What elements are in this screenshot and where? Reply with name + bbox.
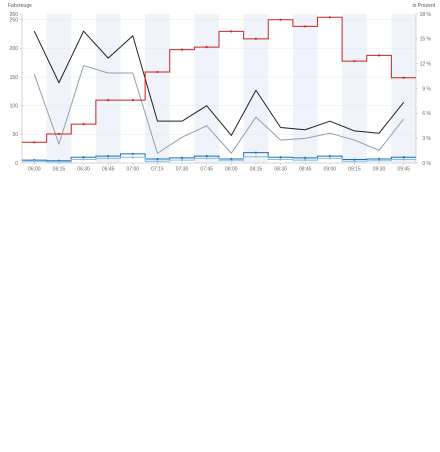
data-point [180,159,184,162]
x-tick-label: 09:45 [397,167,410,173]
data-point [82,156,85,159]
series-line [33,65,405,154]
y-left-tick-label: 100 [10,103,19,109]
data-point [57,160,61,163]
data-point [304,159,307,162]
data-point [156,70,159,74]
data-point [131,98,134,102]
x-tick-label: 09:15 [348,167,361,173]
series-1 [33,30,405,136]
data-point [353,158,356,161]
data-point [57,132,61,136]
data-point [328,16,331,19]
y-axis-right-title: in Prozent [412,3,435,9]
x-tick-label: 07:30 [176,167,189,173]
data-point [82,122,85,126]
data-point [377,159,381,162]
y-left-tick-label: 250 [10,18,19,24]
y-left-tick-label: 260 [10,12,19,18]
data-point [304,156,307,159]
x-tick-label: 06:45 [102,167,115,173]
y-right-tick-label: 6 % [422,111,431,117]
data-point [402,158,405,161]
x-tick-label: 08:15 [250,167,263,173]
y-left-tick-label: 50 [12,132,18,138]
data-point [279,156,282,159]
y-right-tick-label: 15 % [420,37,432,43]
x-tick-label: 07:00 [127,167,140,173]
data-point [180,156,184,159]
background-band [145,14,170,163]
data-point [377,54,381,57]
data-point [402,156,405,159]
background-band [342,14,367,163]
data-point [254,151,258,154]
y-left-tick-label: 0 [15,161,18,167]
data-point [205,157,208,160]
background-band [243,14,269,163]
data-point [131,152,134,155]
y-right-tick-label: 18 % [420,12,432,18]
background-band [95,14,121,163]
series-4 [22,155,416,163]
series-5 [22,16,416,144]
x-tick-label: 08:30 [274,167,287,173]
series-2 [33,65,405,154]
data-point [156,160,159,163]
data-point [33,160,36,163]
y-right-tick-label: 9 % [422,86,431,92]
data-point [279,158,282,161]
y-left-tick-label: 200 [10,46,19,52]
series-line [33,30,405,136]
x-tick-label: 07:15 [151,167,164,173]
x-tick-label: 06:30 [77,167,90,173]
series-step-line [22,156,416,163]
y-right-tick-label: 12 % [420,61,432,67]
alternating-bands [46,14,416,163]
data-point [402,76,405,79]
data-point [254,155,258,158]
data-point [304,25,307,28]
data-point [230,30,233,33]
data-point [205,46,208,49]
data-point [377,157,381,161]
data-point [353,60,356,63]
axes [20,13,418,165]
data-point [279,18,282,21]
data-point [107,157,110,160]
x-tick-label: 06:00 [28,167,41,173]
data-point [328,157,331,160]
background-band [46,14,72,163]
data-point [82,158,85,161]
series-layer [22,16,416,163]
background-band [194,14,219,163]
y-axis-left-title: Fahrzeuge [8,3,32,9]
data-point [254,37,258,40]
data-point [353,160,356,163]
y-right-tick-label: 3 % [422,136,431,142]
data-point [230,159,233,162]
data-point [230,157,233,161]
x-tick-label: 09:30 [373,167,386,173]
data-point [156,157,159,161]
data-point [33,141,36,144]
y-right-tick-label: 0 % [422,161,431,167]
data-point [107,155,110,158]
data-point [205,155,208,158]
background-band [391,14,416,163]
data-point [328,155,331,158]
x-tick-label: 06:15 [53,167,66,173]
background-band [292,14,318,163]
data-point [131,156,134,159]
x-tick-label: 07:45 [200,167,213,173]
y-left-tick-label: 150 [10,75,19,81]
data-point [180,48,184,51]
x-tick-label: 08:00 [225,167,238,173]
x-tick-label: 08:45 [299,167,312,173]
x-tick-label: 09:00 [324,167,337,173]
data-point [107,98,110,102]
series-step-line [22,16,416,143]
